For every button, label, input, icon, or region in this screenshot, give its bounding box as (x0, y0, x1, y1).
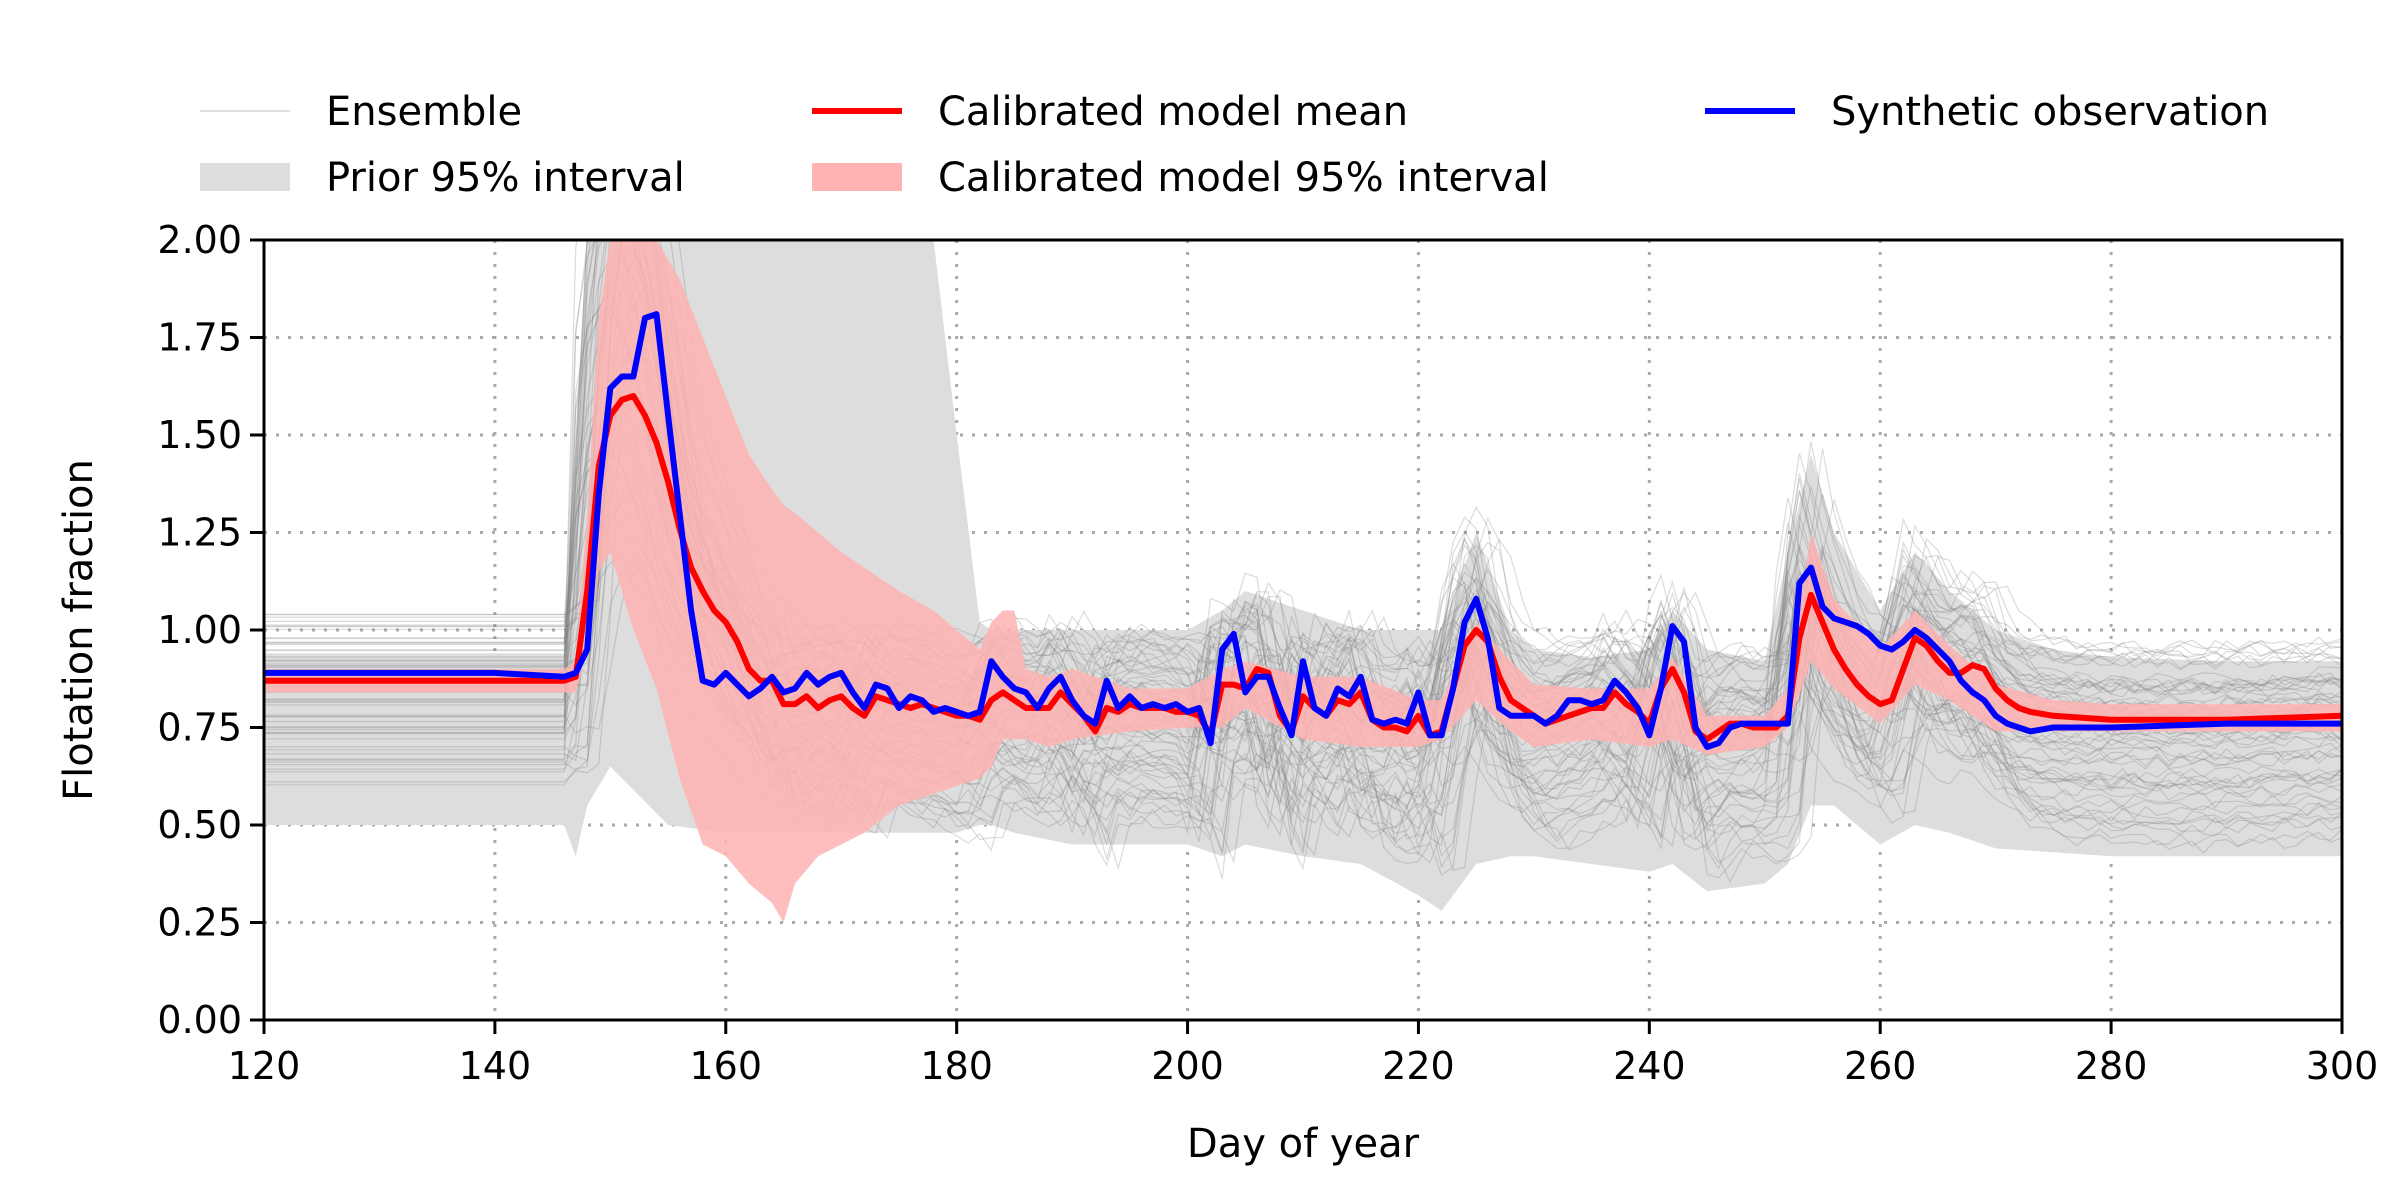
calibrated-mean-line (264, 393, 2342, 743)
legend-label: Calibrated model 95% interval (938, 155, 1549, 201)
y-tick-label: 1.25 (157, 511, 242, 555)
legend-item: Ensemble (200, 89, 522, 135)
ensemble-line (264, 266, 2342, 883)
x-axis-label: Day of year (1187, 1121, 1420, 1167)
x-tick-label: 220 (1382, 1044, 1455, 1088)
y-tick-label: 2.00 (157, 218, 242, 262)
x-tick-label: 140 (459, 1044, 532, 1088)
ensemble-line (264, 551, 2342, 813)
legend-label: Ensemble (326, 89, 522, 135)
legend-label: Synthetic observation (1831, 89, 2269, 135)
legend-item: Prior 95% interval (200, 155, 685, 201)
legend-label: Prior 95% interval (326, 155, 685, 201)
plot-area (264, 240, 2342, 923)
ensemble-line (264, 240, 2342, 710)
y-tick-label: 0.75 (157, 706, 242, 750)
ensemble-line (264, 554, 2342, 840)
calibrated-interval-band (264, 240, 2342, 923)
ensemble-line (264, 240, 2342, 851)
ensemble-line (264, 240, 2342, 702)
x-tick-label: 260 (1844, 1044, 1917, 1088)
y-tick-label: 1.50 (157, 413, 242, 457)
legend: Ensemble Prior 95% interval Calibrated mod… (200, 89, 2269, 201)
y-tick-label: 0.00 (157, 998, 242, 1042)
legend-item: Calibrated model 95% interval (812, 155, 1549, 201)
x-tick-label: 120 (228, 1044, 301, 1088)
ensemble-line (264, 240, 2342, 721)
legend-item: Calibrated model mean (812, 89, 1408, 135)
y-tick-label: 0.25 (157, 901, 242, 945)
legend-item: Synthetic observation (1705, 89, 2269, 135)
y-tick-label: 1.75 (157, 316, 242, 360)
axis-ticks: 120 140 160 180 200 220 240 260 280 300 0.00 0.25 0.… (157, 218, 2378, 1088)
synthetic-observation-line (264, 311, 2342, 750)
x-tick-label: 280 (2075, 1044, 2148, 1088)
ensemble-line (264, 240, 2342, 841)
x-tick-label: 180 (920, 1044, 993, 1088)
legend-label: Calibrated model mean (938, 89, 1408, 135)
x-tick-label: 160 (690, 1044, 763, 1088)
legend-patch-swatch (200, 163, 290, 191)
y-tick-label: 0.50 (157, 803, 242, 847)
y-axis-label: Flotation fraction (56, 459, 102, 801)
y-tick-label: 1.00 (157, 608, 242, 652)
x-tick-label: 200 (1151, 1044, 1224, 1088)
ensemble-line (264, 240, 2342, 826)
legend-patch-swatch (812, 163, 902, 191)
x-tick-label: 240 (1613, 1044, 1686, 1088)
x-tick-label: 300 (2306, 1044, 2379, 1088)
